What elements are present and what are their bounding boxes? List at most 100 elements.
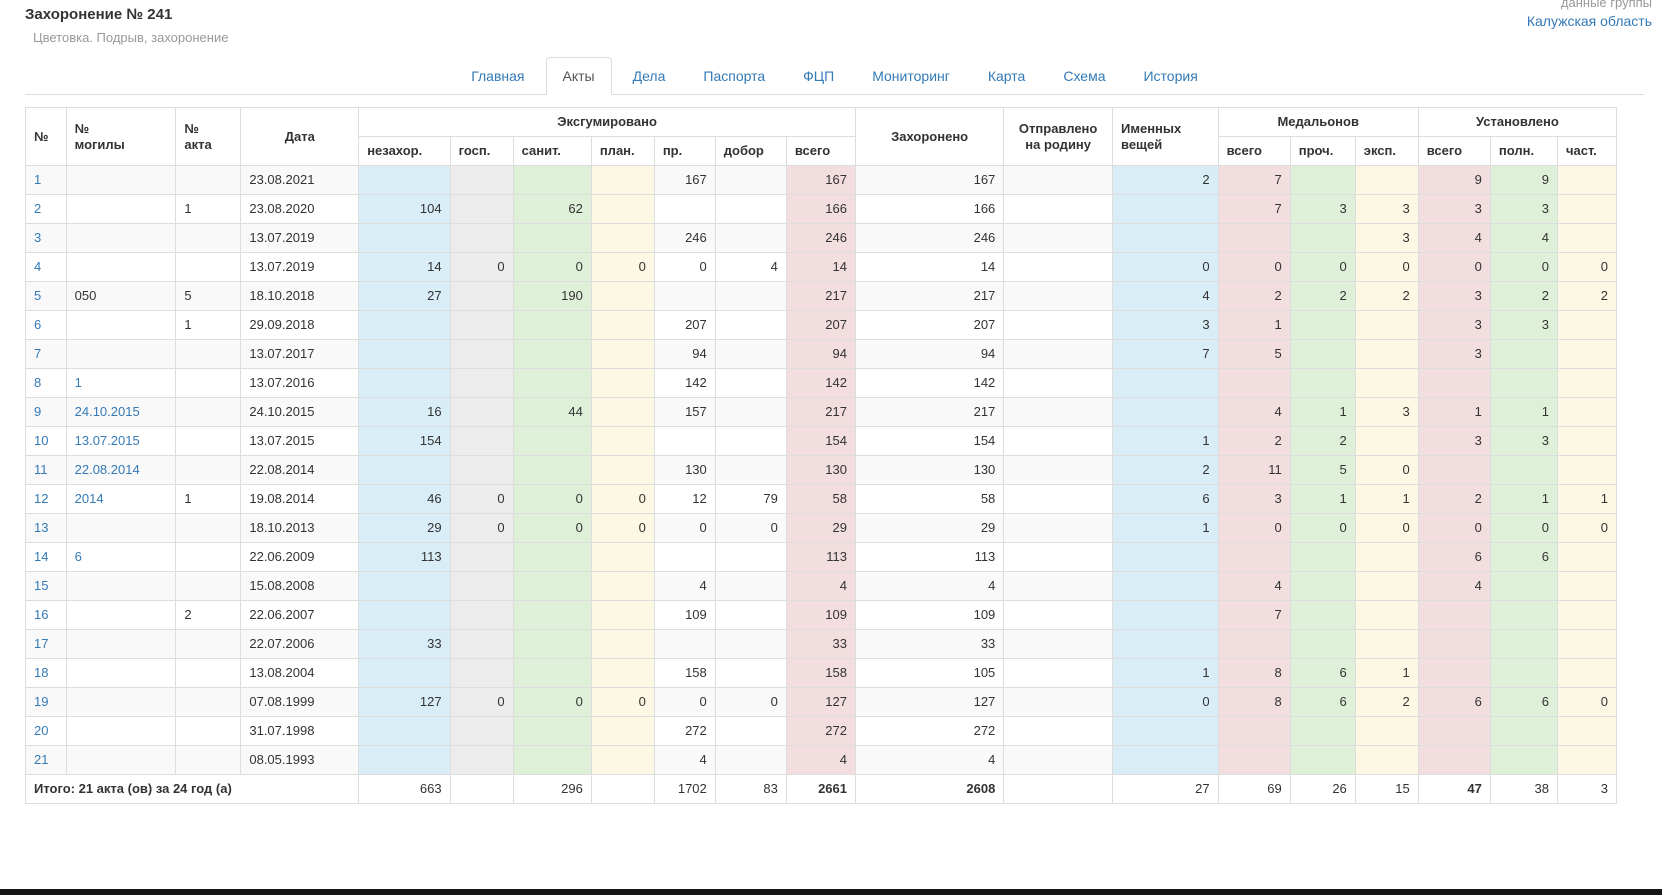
cell-plan [590,600,655,630]
cell-date: 13.07.2015 [240,426,360,456]
row-number-link[interactable]: 14 [34,549,49,564]
row-number-link[interactable]: 9 [34,404,42,419]
totals-cell-pr: 1702 [653,774,716,804]
cell-date: 13.07.2016 [240,368,360,398]
cell-num: 10 [25,426,67,456]
cell-med-eksp: 1 [1354,484,1419,514]
tab-monitoring[interactable]: Мониторинг [872,68,950,84]
cell-otpravleno [1003,194,1113,224]
row-number-link[interactable]: 21 [34,752,49,767]
cell-pr: 246 [653,223,716,253]
row-number-link[interactable]: 6 [34,317,42,332]
tab-dela[interactable]: Дела [632,68,666,84]
row-number-link[interactable]: 13 [34,520,49,535]
cell-ust-chast: 0 [1556,252,1618,282]
acts-table-container: № № могилы № акта Дата Эксгумировано Зах… [24,107,1662,804]
tab-karta[interactable]: Карта [987,68,1026,84]
cell-num: 6 [25,310,67,340]
cell-nezahor: 127 [358,687,451,717]
row-number-link[interactable]: 1 [34,172,42,187]
totals-row: Итого: 21 акта (ов) за 24 год (а) 663 296 1… [24,774,1618,804]
cell-med-proch [1289,223,1356,253]
cell-zahoroneno: 167 [854,165,1005,195]
row-number-link[interactable]: 5 [34,288,42,303]
cell-nezahor [358,658,451,688]
cell-med-eksp: 3 [1354,223,1419,253]
row-number-link[interactable]: 7 [34,346,42,361]
cell-med-vsego: 4 [1217,571,1291,601]
row-number-link[interactable]: 18 [34,665,49,680]
cell-act [175,165,242,195]
cell-otpravleno [1003,629,1113,659]
grave-link[interactable]: 24.10.2015 [74,404,140,419]
cell-ust-vsego: 3 [1417,339,1491,369]
grave-link[interactable]: 6 [74,549,82,564]
row-number-link[interactable]: 15 [34,578,49,593]
cell-otpravleno [1003,223,1113,253]
row-number-link[interactable]: 16 [34,607,49,622]
grave-link[interactable]: 2014 [74,491,104,506]
row-number-link[interactable]: 12 [34,491,49,506]
totals-label: Итого: 21 акта (ов) за 24 год (а) [24,774,360,804]
cell-pr: 0 [653,252,716,282]
tab-glavnaya[interactable]: Главная [471,68,525,84]
cell-act [175,745,242,775]
row-number-link[interactable]: 19 [34,694,49,709]
cell-dobor [714,426,787,456]
cell-ust-poln [1489,629,1558,659]
col-group-exhumed: Эксгумировано [358,107,856,137]
cell-ust-poln: 6 [1489,687,1558,717]
cell-otpravleno [1003,397,1113,427]
cell-num: 16 [25,600,67,630]
cell-otpravleno [1003,542,1113,572]
cell-gosp [449,600,514,630]
col-subheader-gosp: госп. [449,136,514,166]
row-number-link[interactable]: 2 [34,201,42,216]
cell-act: 1 [175,310,242,340]
cell-ust-chast [1556,368,1618,398]
cell-ust-chast [1556,600,1618,630]
cell-date: 22.08.2014 [240,455,360,485]
cell-imennyh [1112,368,1219,398]
cell-num: 8 [25,368,67,398]
cell-vsego: 94 [785,339,856,369]
cell-zahoroneno: 113 [854,542,1005,572]
tab-skhema[interactable]: Схема [1063,68,1106,84]
tab-pasporta[interactable]: Паспорта [703,68,766,84]
cell-vsego: 4 [785,745,856,775]
cell-date: 08.05.1993 [240,745,360,775]
row-number-link[interactable]: 4 [34,259,42,274]
tab-fcp[interactable]: ФЦП [803,68,835,84]
row-number-link[interactable]: 3 [34,230,42,245]
cell-ust-poln: 3 [1489,194,1558,224]
region-link[interactable]: Калужская область [1526,13,1652,29]
cell-num: 11 [25,455,67,485]
cell-vsego: 246 [785,223,856,253]
totals-cell-ust-poln: 38 [1489,774,1558,804]
cell-num: 20 [25,716,67,746]
cell-zahoroneno: 217 [854,281,1005,311]
grave-link[interactable]: 13.07.2015 [74,433,140,448]
cell-med-eksp [1354,310,1419,340]
row-number-link[interactable]: 11 [34,462,48,477]
grave-link[interactable]: 22.08.2014 [74,462,140,477]
totals-cell-zahoroneno: 2608 [854,774,1005,804]
cell-ust-chast [1556,745,1618,775]
row-number-link[interactable]: 8 [34,375,42,390]
cell-gosp [449,658,514,688]
row-number-link[interactable]: 17 [34,636,49,651]
tab-akty[interactable]: Акты [545,57,612,95]
cell-med-eksp [1354,542,1419,572]
cell-otpravleno [1003,455,1113,485]
row-number-link[interactable]: 20 [34,723,49,738]
cell-ust-chast: 0 [1556,513,1618,543]
tab-istoriya[interactable]: История [1143,68,1198,84]
row-number-link[interactable]: 10 [34,433,49,448]
cell-ust-vsego [1417,368,1491,398]
col-subheader-ust-vsego: всего [1417,136,1491,166]
table-row: 1 23.08.2021 167 167 167 2 7 9 9 [25,165,1618,195]
cell-otpravleno [1003,716,1113,746]
grave-link[interactable]: 1 [74,375,82,390]
cell-sanit [512,426,592,456]
cell-num: 15 [25,571,67,601]
